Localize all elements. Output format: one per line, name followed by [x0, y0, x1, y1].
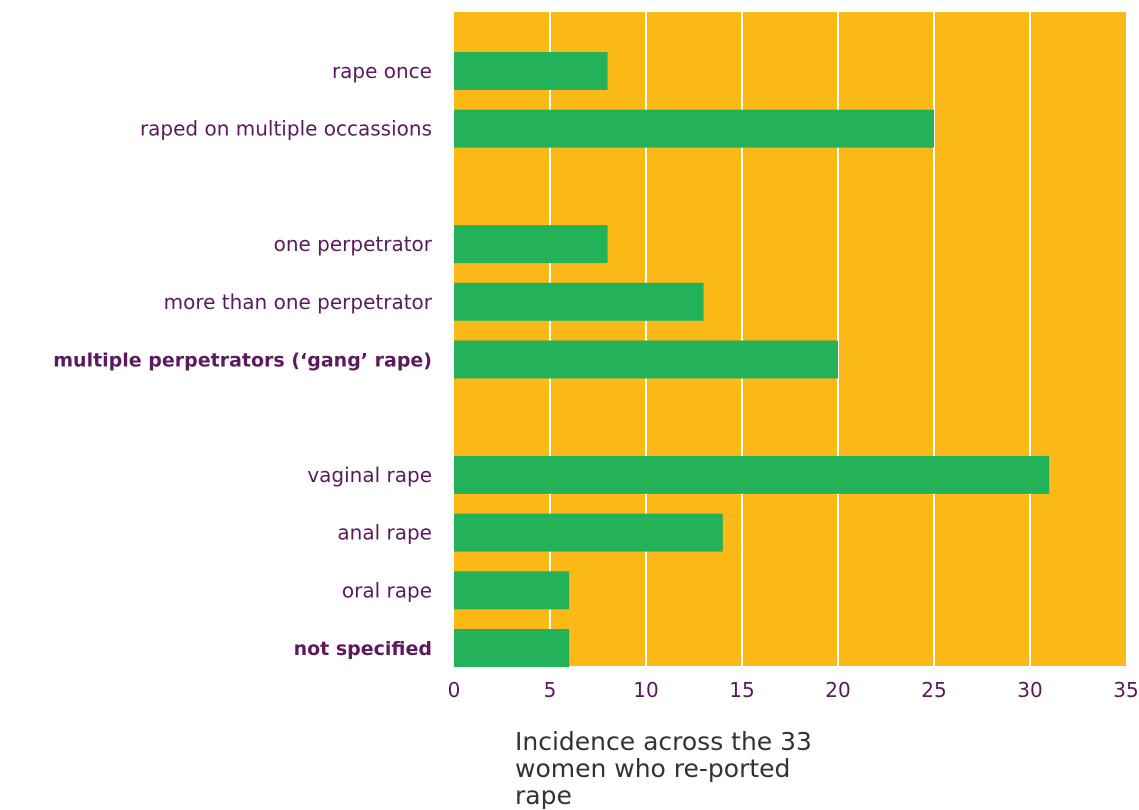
bar	[454, 571, 570, 610]
category-label: oral rape	[342, 578, 432, 602]
x-axis-label: Incidence across the 33 women who re-por…	[515, 727, 812, 810]
bar	[454, 513, 723, 552]
bar	[454, 282, 704, 321]
category-label: multiple perpetrators (‘gang’ rape)	[53, 350, 432, 372]
bar	[454, 109, 934, 148]
x-tick-label: 30	[1017, 678, 1042, 702]
x-tick-label: 0	[448, 678, 461, 702]
category-labels: rape once raped on multiple occassions one…	[53, 59, 433, 660]
category-label: not specified	[294, 638, 432, 660]
bar-chart: rape once raped on multiple occassions one…	[53, 12, 1139, 702]
bar	[454, 225, 608, 264]
x-tick-labels: 0 5 10 15 20 25 30 35	[448, 678, 1139, 702]
x-tick-label: 20	[825, 678, 850, 702]
x-tick-label: 15	[729, 678, 754, 702]
category-label: anal rape	[337, 521, 432, 545]
x-tick-label: 10	[633, 678, 658, 702]
category-label: rape once	[332, 59, 432, 83]
x-tick-label: 5	[544, 678, 557, 702]
category-label: one perpetrator	[274, 232, 433, 256]
bars	[454, 52, 1050, 667]
category-label: vaginal rape	[307, 463, 432, 487]
x-tick-label: 35	[1113, 678, 1138, 702]
x-tick-label: 25	[921, 678, 946, 702]
bar	[454, 455, 1050, 494]
bar	[454, 52, 608, 90]
category-label: more than one perpetrator	[164, 290, 433, 314]
bar	[454, 340, 838, 379]
bar	[454, 629, 570, 667]
category-label: raped on multiple occassions	[140, 117, 432, 141]
